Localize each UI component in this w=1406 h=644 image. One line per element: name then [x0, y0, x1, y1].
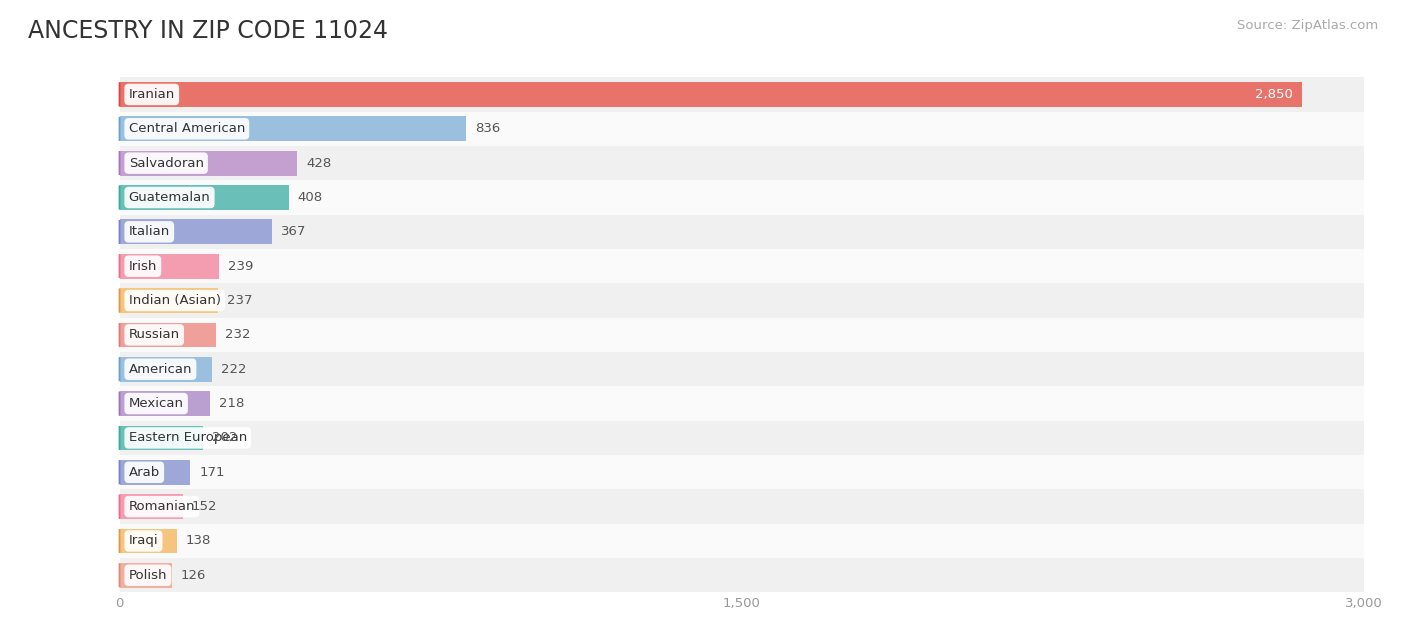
Bar	[120, 558, 1364, 592]
Bar	[120, 249, 1364, 283]
Bar	[120, 317, 1364, 352]
Bar	[120, 288, 218, 313]
Text: Irish: Irish	[128, 260, 157, 272]
Text: ANCESTRY IN ZIP CODE 11024: ANCESTRY IN ZIP CODE 11024	[28, 19, 388, 43]
Text: 126: 126	[181, 569, 207, 582]
Bar	[120, 426, 204, 450]
Text: Russian: Russian	[128, 328, 180, 341]
Bar	[120, 421, 1364, 455]
Bar	[120, 524, 1364, 558]
Bar	[120, 214, 1364, 249]
Text: 218: 218	[219, 397, 245, 410]
Bar	[120, 151, 297, 176]
Text: American: American	[128, 363, 193, 375]
Text: Italian: Italian	[128, 225, 170, 238]
Text: Mexican: Mexican	[128, 397, 184, 410]
Text: 152: 152	[191, 500, 217, 513]
Bar	[120, 220, 271, 244]
Text: Polish: Polish	[128, 569, 167, 582]
Bar	[120, 455, 1364, 489]
Bar	[120, 489, 1364, 524]
Text: 408: 408	[298, 191, 323, 204]
Text: Romanian: Romanian	[128, 500, 195, 513]
Bar	[120, 563, 172, 588]
Text: Central American: Central American	[128, 122, 245, 135]
Text: Iraqi: Iraqi	[128, 535, 159, 547]
Bar	[120, 77, 1364, 111]
Bar	[120, 254, 219, 279]
Text: 2,850: 2,850	[1256, 88, 1294, 101]
Text: 222: 222	[221, 363, 246, 375]
Bar	[120, 323, 215, 347]
Text: 202: 202	[212, 431, 238, 444]
Bar	[120, 391, 209, 416]
Text: Source: ZipAtlas.com: Source: ZipAtlas.com	[1237, 19, 1378, 32]
Bar	[120, 82, 1302, 107]
Bar	[120, 117, 467, 141]
Text: Guatemalan: Guatemalan	[128, 191, 211, 204]
Text: Iranian: Iranian	[128, 88, 174, 101]
Text: 428: 428	[307, 156, 332, 169]
Bar	[120, 357, 211, 382]
Text: 237: 237	[226, 294, 253, 307]
Text: Arab: Arab	[128, 466, 160, 478]
Text: Salvadoran: Salvadoran	[128, 156, 204, 169]
Bar	[120, 111, 1364, 146]
Text: 239: 239	[228, 260, 253, 272]
Text: Eastern European: Eastern European	[128, 431, 247, 444]
Text: Indian (Asian): Indian (Asian)	[128, 294, 221, 307]
Text: 232: 232	[225, 328, 250, 341]
Bar	[120, 494, 183, 519]
Bar	[120, 386, 1364, 421]
Bar	[120, 460, 190, 485]
Bar	[120, 352, 1364, 386]
Text: 171: 171	[200, 466, 225, 478]
Text: 367: 367	[281, 225, 307, 238]
Bar	[120, 180, 1364, 214]
Text: 138: 138	[186, 535, 211, 547]
Bar	[120, 283, 1364, 317]
Text: 836: 836	[475, 122, 501, 135]
Bar	[120, 185, 288, 210]
Bar	[120, 146, 1364, 180]
Bar	[120, 529, 177, 553]
